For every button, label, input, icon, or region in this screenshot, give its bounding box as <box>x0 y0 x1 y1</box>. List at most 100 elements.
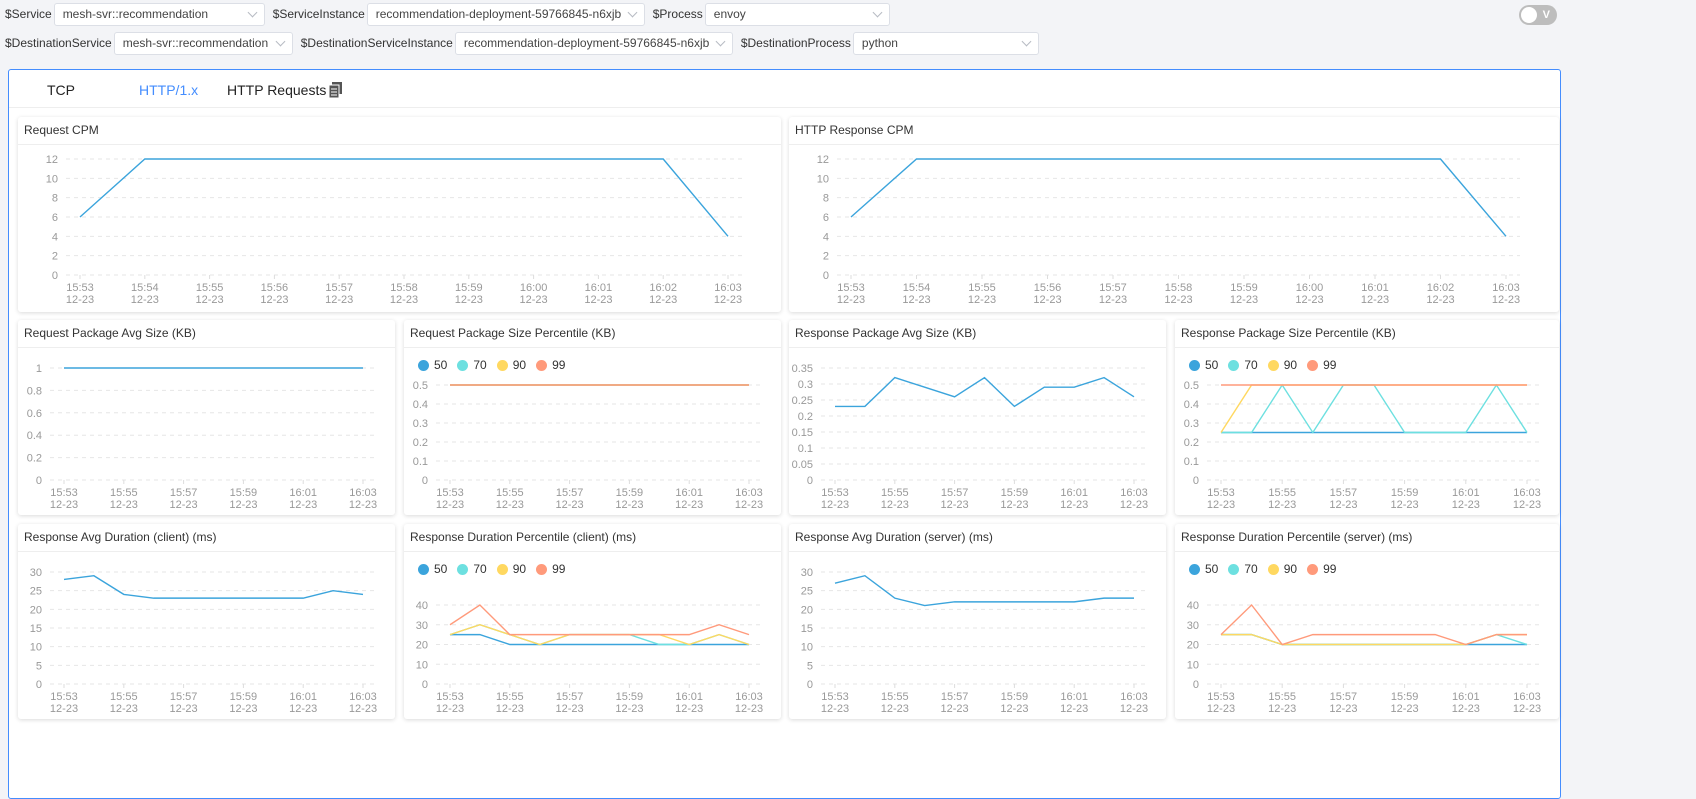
x-tick-date: 12-23 <box>881 703 909 715</box>
legend-dot-icon <box>536 359 548 371</box>
y-tick-label: 1 <box>36 363 42 375</box>
x-tick-date: 12-23 <box>584 294 612 306</box>
process-label: $Process <box>652 7 703 21</box>
x-tick-label: 16:01 <box>1060 691 1088 703</box>
y-tick-label: 6 <box>823 212 829 224</box>
x-tick-date: 12-23 <box>1207 703 1235 715</box>
x-tick-date: 12-23 <box>941 499 969 511</box>
series-line-value <box>850 158 1507 237</box>
x-tick-date: 12-23 <box>1000 703 1028 715</box>
chart-title: Request CPM <box>18 117 781 145</box>
destination-process-select[interactable]: python <box>852 31 1039 55</box>
service-instance-value: recommendation-deployment-59766845-n6xjb <box>375 7 622 21</box>
legend-item[interactable]: 90 <box>1267 562 1297 576</box>
tab-http1x[interactable]: HTTP/1.x <box>139 82 199 98</box>
x-tick-label: 15:57 <box>556 487 584 499</box>
destination-service-value: mesh-svr::recommendation <box>122 36 269 50</box>
chart-legend: 50 70 90 99 <box>1189 358 1336 372</box>
legend-item[interactable]: 70 <box>457 358 487 372</box>
x-tick-label: 16:01 <box>585 282 613 294</box>
y-tick-label: 20 <box>1187 640 1199 652</box>
legend-label: 99 <box>552 358 566 372</box>
tab-http-requests[interactable]: HTTP Requests <box>227 82 327 98</box>
x-tick-date: 12-23 <box>110 499 138 511</box>
line-chart: 02468101215:5312-2315:5412-2315:5512-231… <box>817 154 1520 306</box>
legend-item[interactable]: 70 <box>1228 562 1258 576</box>
legend-item[interactable]: 90 <box>496 562 526 576</box>
legend-item[interactable]: 50 <box>418 358 447 372</box>
destination-service-instance-select[interactable]: recommendation-deployment-59766845-n6xjb <box>454 31 733 55</box>
destination-service-select[interactable]: mesh-svr::recommendation <box>113 31 293 55</box>
legend-item[interactable]: 90 <box>1267 358 1297 372</box>
x-tick-date: 12-23 <box>881 499 909 511</box>
x-tick-date: 12-23 <box>436 499 464 511</box>
x-tick-date: 12-23 <box>1268 499 1296 511</box>
y-tick-label: 0.8 <box>27 385 42 397</box>
x-tick-date: 12-23 <box>675 703 703 715</box>
y-tick-label: 0.15 <box>792 427 813 439</box>
x-tick-date: 12-23 <box>821 499 849 511</box>
chevron-down-icon <box>627 7 638 17</box>
x-tick-date: 12-23 <box>615 499 643 511</box>
legend-dot-icon <box>1307 563 1319 575</box>
legend-dot-icon <box>496 359 508 371</box>
y-tick-label: 0 <box>807 679 813 691</box>
legend-item[interactable]: 50 <box>1189 358 1218 372</box>
legend-item[interactable]: 90 <box>496 358 527 372</box>
chevron-down-icon <box>275 36 286 46</box>
chart-card: Response Avg Duration (server) (ms) 0 5 10 1… <box>789 524 1166 719</box>
chart-card: Request Package Avg Size (KB) 0 0.2 0.4 0.6 0… <box>18 320 395 515</box>
x-tick-label: 15:59 <box>616 691 644 703</box>
x-tick-date: 12-23 <box>455 294 483 306</box>
legend-label: 90 <box>512 358 527 372</box>
x-tick-label: 15:55 <box>110 691 138 703</box>
x-tick-date: 12-23 <box>556 499 584 511</box>
y-tick-label: 0 <box>36 679 42 691</box>
y-tick-label: 25 <box>801 586 813 598</box>
legend-item[interactable]: 99 <box>1307 358 1336 372</box>
x-tick-label: 16:03 <box>735 487 763 499</box>
chart-card: Response Package Size Percentile (KB) 50 7… <box>1175 320 1559 515</box>
x-tick-date: 12-23 <box>289 499 317 511</box>
chart-title: Response Duration Percentile (client) (m… <box>404 524 781 552</box>
destination-service-instance-value: recommendation-deployment-59766845-n6xjb <box>463 36 710 50</box>
process-select[interactable]: envoy <box>704 2 890 26</box>
y-tick-label: 2 <box>823 251 829 263</box>
x-tick-date: 12-23 <box>968 294 996 306</box>
x-tick-label: 15:56 <box>1034 282 1062 294</box>
y-tick-label: 25 <box>30 586 42 598</box>
toggle-knob <box>1521 7 1537 23</box>
y-tick-label: 0.1 <box>413 456 428 468</box>
chart-title: Response Duration Percentile (server) (m… <box>1175 524 1559 552</box>
x-tick-label: 15:55 <box>110 487 138 499</box>
legend-item[interactable]: 50 <box>418 562 447 576</box>
copy-icon[interactable] <box>329 82 343 98</box>
x-tick-label: 15:59 <box>1001 691 1029 703</box>
legend-item[interactable]: 99 <box>1307 562 1336 576</box>
legend-item[interactable]: 70 <box>1228 358 1258 372</box>
legend-dot-icon <box>1267 563 1279 575</box>
x-tick-label: 15:59 <box>1391 487 1419 499</box>
x-tick-date: 12-23 <box>50 703 78 715</box>
x-tick-date: 12-23 <box>170 703 198 715</box>
y-tick-label: 0.05 <box>792 459 813 471</box>
tab-tcp[interactable]: TCP <box>47 82 75 98</box>
x-tick-date: 12-23 <box>520 294 548 306</box>
chevron-down-icon <box>872 7 883 17</box>
x-tick-label: 15:53 <box>1207 487 1235 499</box>
x-tick-label: 15:55 <box>881 691 909 703</box>
visibility-toggle[interactable]: V <box>1519 5 1557 25</box>
service-instance-select[interactable]: recommendation-deployment-59766845-n6xjb <box>366 2 645 26</box>
x-tick-label: 15:55 <box>1268 691 1296 703</box>
y-tick-label: 10 <box>46 173 58 185</box>
y-tick-label: 0.35 <box>792 363 813 375</box>
y-tick-label: 0.2 <box>798 411 813 423</box>
service-select[interactable]: mesh-svr::recommendation <box>53 2 265 26</box>
legend-item[interactable]: 99 <box>536 358 565 372</box>
legend-item[interactable]: 70 <box>457 562 487 576</box>
legend-item[interactable]: 50 <box>1189 562 1218 576</box>
chart-card: Request CPM 0 2 4 6 8 10 12 15:53 12-23 15:54 12-23… <box>18 117 781 312</box>
x-tick-label: 15:55 <box>496 487 524 499</box>
legend-item[interactable]: 99 <box>536 562 565 576</box>
x-tick-label: 15:59 <box>1391 691 1419 703</box>
